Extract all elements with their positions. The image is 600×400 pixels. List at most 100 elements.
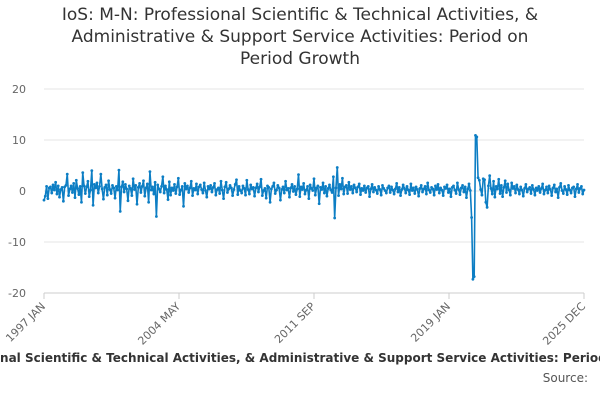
data-point — [61, 199, 65, 203]
data-point — [289, 186, 293, 190]
data-point — [207, 187, 211, 191]
data-point — [204, 189, 207, 192]
data-point — [275, 188, 278, 192]
data-point — [333, 216, 337, 220]
data-point — [176, 176, 180, 180]
data-point — [507, 188, 511, 192]
y-tick-label: 20 — [12, 83, 26, 96]
data-point — [518, 192, 521, 196]
data-point — [399, 194, 402, 197]
data-point — [439, 186, 442, 190]
data-point — [490, 192, 494, 196]
data-point — [549, 188, 552, 191]
data-point — [200, 188, 204, 191]
data-point — [564, 188, 568, 191]
data-point — [76, 187, 79, 190]
data-point — [258, 185, 262, 189]
data-point — [546, 191, 550, 195]
legend: IoS: M-N: Professional Scientific & Tech… — [0, 351, 600, 371]
data-point — [148, 170, 152, 174]
data-point — [118, 210, 122, 213]
y-tick-label: -10 — [8, 236, 26, 249]
data-point — [86, 179, 90, 183]
data-point — [50, 191, 54, 195]
data-point — [477, 178, 481, 182]
data-point — [454, 192, 458, 195]
data-point — [512, 185, 516, 188]
series-line — [43, 134, 585, 281]
data-point — [390, 185, 393, 189]
data-point — [400, 188, 404, 191]
data-point — [122, 190, 126, 194]
data-point — [277, 186, 281, 190]
data-point — [366, 185, 370, 188]
data-point — [556, 196, 560, 200]
data-point — [401, 183, 405, 187]
data-point — [60, 186, 64, 189]
data-point — [360, 187, 364, 190]
data-point — [151, 185, 154, 189]
data-point — [577, 191, 581, 194]
data-point — [381, 183, 384, 187]
data-point — [351, 191, 355, 195]
data-point — [255, 182, 259, 186]
data-point — [559, 181, 563, 185]
data-point — [368, 195, 371, 199]
data-point — [312, 177, 316, 181]
data-point — [206, 185, 210, 188]
x-axis: 1997 JAN 2004 MAY 2011 SEP 2019 JAN 2025 DEC — [3, 292, 588, 348]
data-point — [263, 187, 267, 190]
data-point — [273, 192, 277, 195]
data-point — [470, 216, 474, 219]
data-point — [510, 181, 514, 185]
series-layer — [42, 134, 586, 281]
data-point — [357, 182, 361, 186]
data-point — [373, 186, 377, 189]
data-point — [538, 191, 542, 194]
data-point — [246, 188, 250, 191]
data-point — [423, 185, 427, 188]
data-point — [294, 193, 298, 196]
data-point — [476, 176, 480, 180]
data-point — [92, 182, 96, 186]
data-point — [445, 183, 449, 187]
data-point — [532, 188, 536, 191]
data-point — [264, 196, 268, 200]
data-point — [123, 182, 127, 186]
data-point — [547, 184, 551, 188]
data-point — [463, 185, 467, 189]
data-point — [307, 197, 311, 201]
data-point — [316, 184, 320, 188]
data-point — [317, 202, 321, 206]
data-point — [505, 191, 508, 194]
data-point — [431, 187, 435, 191]
data-point — [153, 180, 157, 184]
data-point — [560, 189, 564, 192]
data-point — [226, 191, 229, 194]
data-point — [511, 187, 515, 190]
data-point — [582, 188, 586, 192]
data-point — [111, 183, 114, 187]
data-point — [489, 187, 493, 190]
data-point — [338, 182, 342, 186]
data-point — [404, 191, 408, 195]
data-point — [68, 187, 72, 191]
data-point — [508, 193, 512, 197]
data-point — [114, 185, 118, 188]
data-point — [580, 185, 583, 188]
data-point — [248, 192, 251, 196]
data-point — [267, 186, 271, 189]
data-point — [322, 191, 326, 195]
y-axis: 20 10 0 -10 -20 — [8, 83, 26, 300]
data-point — [378, 188, 382, 191]
data-point — [240, 191, 244, 195]
data-point — [405, 185, 409, 188]
data-point — [383, 189, 387, 192]
data-point — [65, 172, 69, 176]
data-point — [279, 198, 282, 202]
data-point — [228, 183, 232, 187]
data-point — [232, 188, 236, 191]
data-point — [120, 185, 123, 189]
data-point — [304, 188, 308, 192]
data-point — [284, 179, 287, 183]
